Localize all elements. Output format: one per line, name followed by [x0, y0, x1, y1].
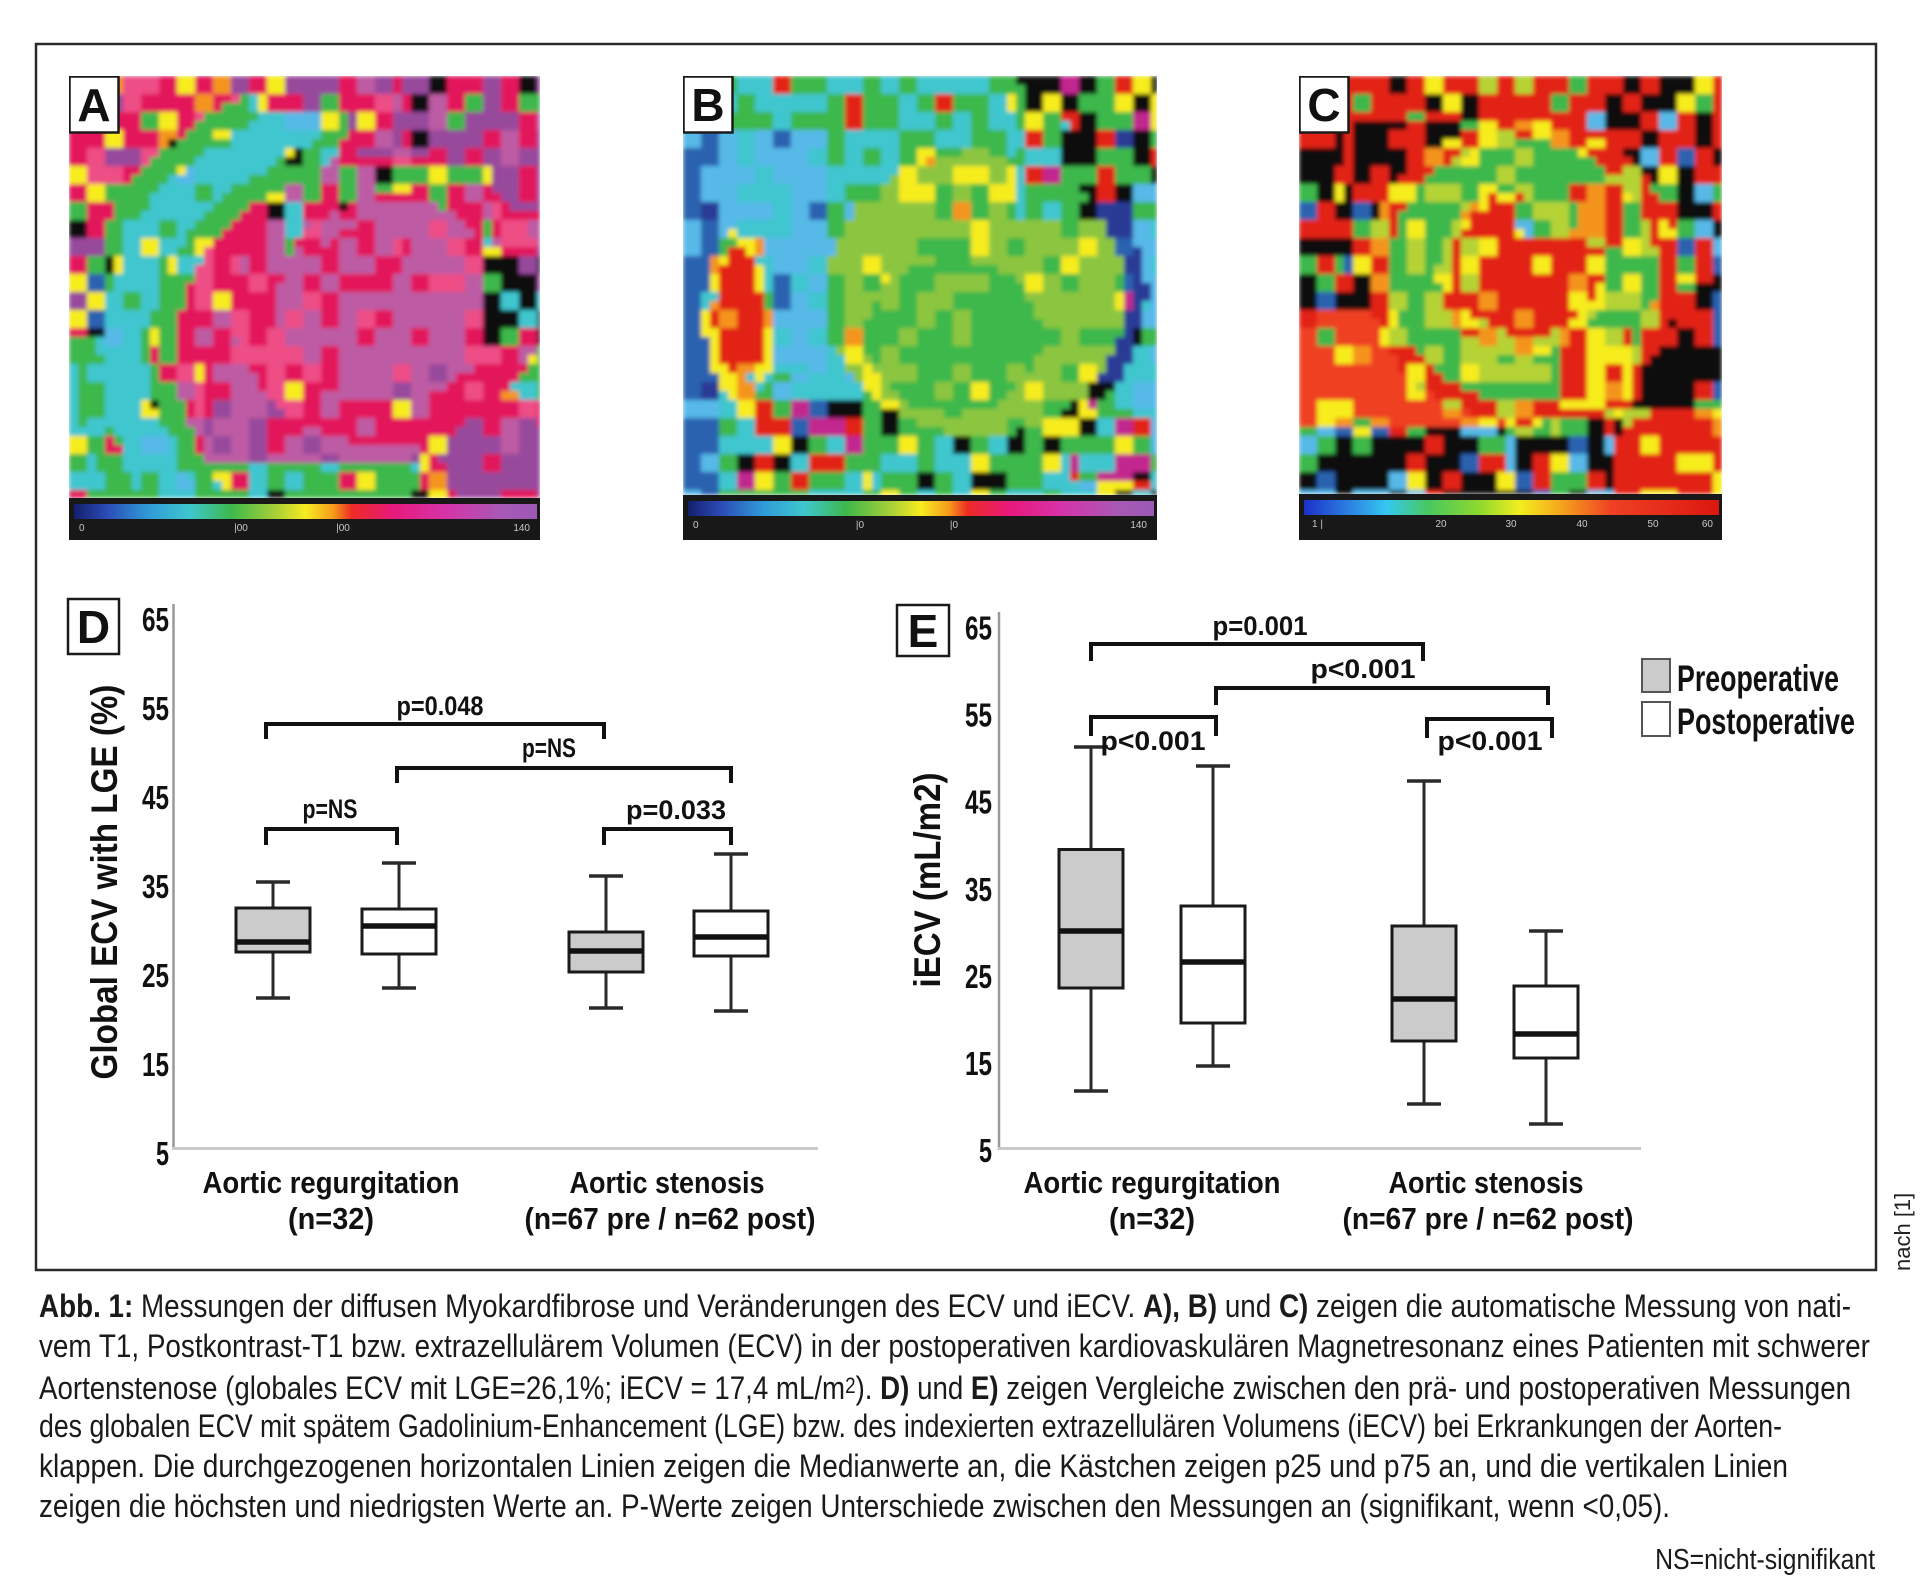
svg-text:|00: |00: [234, 523, 248, 534]
svg-text:40: 40: [1576, 519, 1588, 530]
svg-text:(n=32): (n=32): [288, 1201, 374, 1236]
svg-text:p=NS: p=NS: [303, 794, 358, 824]
svg-text:65: 65: [965, 610, 992, 647]
svg-text:Aortic stenosis: Aortic stenosis: [1389, 1165, 1584, 1200]
svg-text:A: A: [77, 79, 110, 131]
svg-text:iECV (mL/m2): iECV (mL/m2): [907, 773, 948, 988]
svg-text:5: 5: [156, 1135, 169, 1172]
svg-text:p<0.001: p<0.001: [1438, 726, 1543, 756]
svg-text:Global ECV with LGE (%): Global ECV with LGE (%): [84, 685, 125, 1080]
svg-text:E: E: [908, 605, 939, 657]
svg-text:30: 30: [1505, 519, 1517, 530]
svg-text:|0: |0: [950, 520, 959, 531]
svg-text:20: 20: [1435, 519, 1447, 530]
svg-text:Postoperative: Postoperative: [1677, 701, 1855, 742]
svg-text:p=0.033: p=0.033: [626, 795, 726, 825]
svg-text:p<0.001: p<0.001: [1101, 726, 1206, 756]
svg-text:C: C: [1307, 79, 1340, 131]
svg-text:(n=67 pre / n=62 post): (n=67 pre / n=62 post): [525, 1201, 816, 1236]
svg-text:15: 15: [142, 1046, 169, 1083]
svg-text:|0: |0: [856, 520, 865, 531]
svg-text:35: 35: [965, 871, 992, 908]
svg-text:0: 0: [79, 523, 85, 534]
svg-text:25: 25: [965, 958, 992, 995]
svg-text:15: 15: [965, 1045, 992, 1082]
svg-text:35: 35: [142, 868, 169, 905]
svg-text:(n=32): (n=32): [1109, 1201, 1195, 1236]
svg-text:55: 55: [965, 697, 992, 734]
svg-text:D: D: [77, 601, 110, 653]
svg-text:Aortic stenosis: Aortic stenosis: [570, 1165, 765, 1200]
svg-text:5: 5: [979, 1132, 992, 1169]
svg-text:0: 0: [693, 520, 699, 531]
svg-text:p=0.001: p=0.001: [1213, 611, 1308, 641]
svg-text:Preoperative: Preoperative: [1677, 658, 1839, 699]
svg-text:25: 25: [142, 957, 169, 994]
svg-text:50: 50: [1647, 519, 1659, 530]
svg-text:|00: |00: [336, 523, 350, 534]
svg-text:p<0.001: p<0.001: [1311, 654, 1416, 684]
svg-text:45: 45: [965, 784, 992, 821]
svg-text:Aortic regurgitation: Aortic regurgitation: [203, 1165, 460, 1200]
svg-text:140: 140: [1130, 520, 1147, 531]
svg-text:45: 45: [142, 779, 169, 816]
svg-text:B: B: [691, 79, 724, 131]
svg-text:60: 60: [1702, 519, 1714, 530]
svg-text:Aortic regurgitation: Aortic regurgitation: [1024, 1165, 1281, 1200]
svg-text:p=0.048: p=0.048: [397, 691, 484, 721]
svg-text:65: 65: [142, 601, 169, 638]
svg-text:p=NS: p=NS: [522, 733, 576, 763]
svg-text:(n=67 pre / n=62 post): (n=67 pre / n=62 post): [1343, 1201, 1634, 1236]
svg-text:140: 140: [513, 523, 530, 534]
svg-text:55: 55: [142, 690, 169, 727]
svg-text:1 |: 1 |: [1312, 519, 1323, 530]
